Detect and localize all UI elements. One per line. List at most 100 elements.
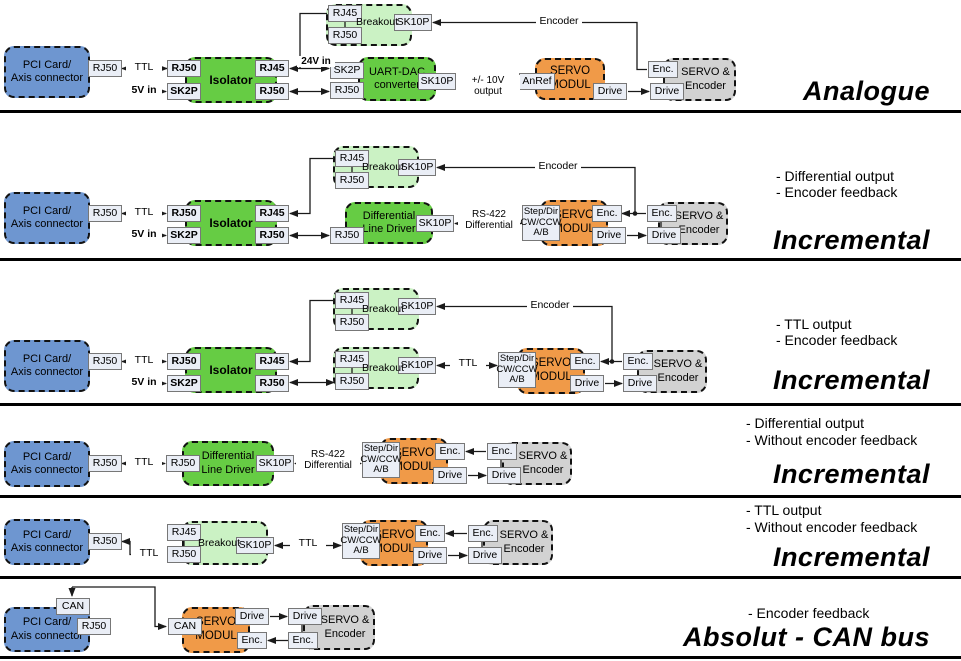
sk10p-port-tab: SK10P bbox=[398, 357, 436, 374]
rj50-port-tab: RJ50 bbox=[335, 172, 369, 189]
rj50-port-tab: RJ50 bbox=[328, 27, 362, 44]
section-note: - Without encoder feedback bbox=[746, 519, 918, 535]
ttl-label: TTL bbox=[450, 357, 486, 370]
enc-port-tab: Enc. bbox=[237, 632, 267, 649]
rj45-port-tab: RJ45 bbox=[255, 60, 289, 77]
enc-port-tab: Enc. bbox=[592, 205, 622, 222]
section-title: Incremental bbox=[772, 459, 930, 489]
section-title: Incremental bbox=[772, 365, 930, 395]
can-port-tab: CAN bbox=[56, 598, 90, 615]
ttl-label: TTL bbox=[290, 537, 326, 550]
drive-port-tab: Drive bbox=[468, 547, 502, 564]
rj45-port-tab: RJ45 bbox=[255, 353, 289, 370]
5v-in-label: 5V in bbox=[126, 228, 162, 241]
rj50-port-tab: RJ50 bbox=[167, 60, 201, 77]
section-divider bbox=[0, 576, 961, 579]
rj50-port-tab: RJ50 bbox=[330, 227, 364, 244]
breakout-label: Breakout bbox=[362, 362, 405, 374]
enc-port-tab: Enc. bbox=[468, 525, 498, 542]
servo-encoder-box: SERVO & Encoder bbox=[502, 442, 572, 485]
drive-port-tab: Drive bbox=[623, 375, 657, 392]
section-note: - Differential output bbox=[746, 415, 865, 431]
ttl-label: TTL bbox=[126, 206, 162, 219]
section-note: - Without encoder feedback bbox=[746, 432, 918, 448]
breakout-label: Breakout bbox=[362, 161, 405, 173]
rj50-port-tab: RJ50 bbox=[77, 618, 111, 635]
can-port-tab: CAN bbox=[168, 618, 202, 635]
drive-port-tab: Drive bbox=[433, 467, 467, 484]
section-divider bbox=[0, 403, 961, 406]
section-title: Incremental bbox=[772, 225, 930, 255]
enc-port-tab: Enc. bbox=[487, 443, 517, 460]
drive-port-tab: Drive bbox=[647, 227, 681, 244]
rj50-port-tab: RJ50 bbox=[88, 205, 122, 222]
sk2p-port-tab: SK2P bbox=[167, 375, 201, 392]
encoder-label: Encoder bbox=[527, 299, 573, 312]
rj50-port-tab: RJ50 bbox=[167, 205, 201, 222]
rj50-port-tab: RJ50 bbox=[330, 82, 364, 99]
ttl-label: TTL bbox=[126, 354, 162, 367]
5v-in-label: 5V in bbox=[126, 376, 162, 389]
section-note: - TTL output bbox=[746, 502, 822, 518]
rj45-port-tab: RJ45 bbox=[335, 150, 369, 167]
rj50-port-tab: RJ50 bbox=[88, 533, 122, 550]
ttl-label: TTL bbox=[126, 61, 162, 74]
sk2p-port-tab: SK2P bbox=[330, 62, 364, 79]
rj50-port-tab: RJ50 bbox=[255, 83, 289, 100]
drive-port-tab: Drive bbox=[413, 547, 447, 564]
uart-dac-converter-box: UART-DAC converter bbox=[358, 57, 436, 101]
rj45-port-tab: RJ45 bbox=[335, 292, 369, 309]
drive-port-tab: Drive bbox=[650, 83, 684, 100]
step-dir-port-tab: Step/Dir CW/CCW A/B bbox=[340, 523, 382, 559]
breakout-label: Breakout bbox=[198, 537, 241, 549]
sk10p-port-tab: SK10P bbox=[398, 298, 436, 315]
section-note: - Differential output bbox=[776, 168, 895, 184]
section-divider bbox=[0, 110, 961, 113]
sk10p-port-tab: SK10P bbox=[398, 159, 436, 176]
section-note: - Encoder feedback bbox=[748, 605, 870, 621]
section-note: - TTL output bbox=[776, 316, 852, 332]
rj50-port-tab: RJ50 bbox=[166, 455, 200, 472]
pci-card-box: PCI Card/ Axis connector bbox=[4, 441, 90, 487]
section-divider bbox=[0, 258, 961, 261]
breakout-label: Breakout bbox=[356, 16, 399, 28]
sk10p-port-tab: SK10P bbox=[416, 215, 454, 232]
sk10p-port-tab: SK10P bbox=[394, 14, 432, 31]
breakout-label: Breakout bbox=[362, 303, 405, 315]
enc-port-tab: Enc. bbox=[648, 61, 678, 78]
section-note: - Encoder feedback bbox=[776, 332, 898, 348]
enc-port-tab: Enc. bbox=[435, 443, 465, 460]
rj50-port-tab: RJ50 bbox=[335, 373, 369, 390]
rj50-port-tab: RJ50 bbox=[88, 455, 122, 472]
rj45-port-tab: RJ45 bbox=[167, 524, 201, 541]
step-dir-port-tab: Step/Dir CW/CCW A/B bbox=[360, 442, 402, 478]
pci-card-box: PCI Card/ Axis connector bbox=[4, 192, 90, 244]
enc-port-tab: Enc. bbox=[288, 632, 318, 649]
enc-port-tab: Enc. bbox=[570, 353, 600, 370]
sk10p-port-tab: SK10P bbox=[418, 73, 456, 90]
rj50-port-tab: RJ50 bbox=[167, 546, 201, 563]
section-title: Incremental bbox=[772, 542, 930, 572]
step-dir-port-tab: Step/Dir CW/CCW A/B bbox=[520, 205, 562, 241]
rj50-port-tab: RJ50 bbox=[167, 353, 201, 370]
10v-output-label: +/- 10V output bbox=[456, 75, 520, 97]
section-note: - Encoder feedback bbox=[776, 184, 898, 200]
drive-port-tab: Drive bbox=[235, 608, 269, 625]
pci-card-box: PCI Card/ Axis connector bbox=[4, 340, 90, 392]
drive-port-tab: Drive bbox=[592, 227, 626, 244]
pci-card-box: PCI Card/ Axis connector bbox=[4, 519, 90, 565]
section-divider bbox=[0, 656, 961, 659]
encoder-label: Encoder bbox=[535, 160, 581, 173]
rj45-port-tab: RJ45 bbox=[328, 5, 362, 22]
sk2p-port-tab: SK2P bbox=[167, 227, 201, 244]
sk2p-port-tab: SK2P bbox=[167, 83, 201, 100]
ttl-label: TTL bbox=[126, 456, 162, 469]
rs422-differential-label: RS-422 Differential bbox=[296, 449, 360, 471]
section-divider bbox=[0, 495, 961, 498]
drive-port-tab: Drive bbox=[487, 467, 521, 484]
24v-in-label: 24V in bbox=[297, 56, 335, 67]
rj50-port-tab: RJ50 bbox=[255, 227, 289, 244]
rj50-port-tab: RJ50 bbox=[335, 314, 369, 331]
rj45-port-tab: RJ45 bbox=[335, 351, 369, 368]
